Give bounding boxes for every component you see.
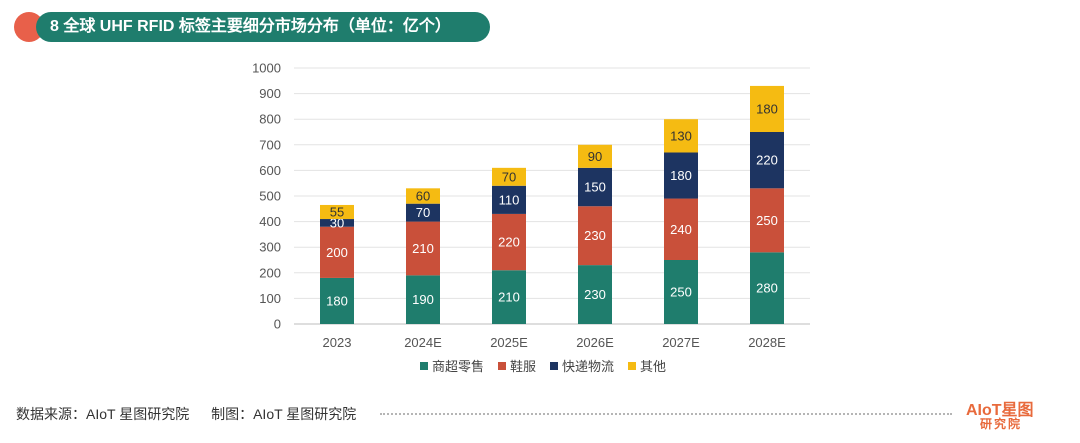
data-label: 200 bbox=[326, 245, 348, 260]
y-tick-label: 600 bbox=[259, 163, 281, 178]
bar-segment bbox=[664, 152, 698, 199]
bar-segment bbox=[320, 204, 354, 220]
data-label: 110 bbox=[499, 192, 520, 207]
y-tick-label: 400 bbox=[259, 214, 281, 229]
bar-segment bbox=[492, 270, 526, 324]
logo-text-bottom: 研究院 bbox=[980, 417, 1023, 431]
data-label: 230 bbox=[584, 287, 606, 302]
bar-segment bbox=[664, 198, 698, 260]
legend-label: 快递物流 bbox=[562, 359, 614, 374]
bar-segment bbox=[578, 206, 612, 266]
x-tick-label: 2028E bbox=[748, 335, 786, 350]
data-label: 220 bbox=[498, 235, 520, 250]
data-label: 180 bbox=[326, 293, 348, 308]
bar-segment bbox=[492, 185, 526, 214]
maker-note: 制图：AIoT 星图研究院 bbox=[211, 406, 357, 422]
bar-segment bbox=[320, 219, 354, 227]
bar-segment bbox=[750, 252, 784, 324]
bar-segment bbox=[406, 203, 440, 222]
data-label: 30 bbox=[330, 215, 344, 230]
legend-label: 商超零售 bbox=[432, 359, 484, 374]
footer-divider bbox=[380, 413, 952, 415]
data-label: 210 bbox=[498, 290, 520, 305]
data-label: 70 bbox=[416, 205, 430, 220]
bar-segment bbox=[750, 85, 784, 132]
data-label: 240 bbox=[670, 222, 692, 237]
y-tick-label: 0 bbox=[274, 317, 281, 332]
data-label: 230 bbox=[584, 228, 606, 243]
logo-text-top: AIoT星图 bbox=[966, 402, 1034, 419]
data-label: 60 bbox=[416, 189, 430, 204]
bar-segment bbox=[578, 167, 612, 207]
x-tick-label: 2023 bbox=[323, 335, 352, 350]
data-label: 280 bbox=[756, 281, 778, 296]
bar-segment bbox=[492, 213, 526, 271]
x-tick-label: 2026E bbox=[576, 335, 614, 350]
data-label: 90 bbox=[588, 149, 602, 164]
y-tick-label: 500 bbox=[259, 189, 281, 204]
data-label: 250 bbox=[670, 285, 692, 300]
data-label: 210 bbox=[412, 241, 434, 256]
legend-swatch bbox=[420, 362, 428, 370]
bar-segment bbox=[320, 277, 354, 324]
bar-segment bbox=[664, 119, 698, 153]
y-tick-label: 800 bbox=[259, 112, 281, 127]
legend-swatch bbox=[628, 362, 636, 370]
x-tick-label: 2027E bbox=[662, 335, 700, 350]
x-tick-label: 2024E bbox=[404, 335, 442, 350]
data-label: 55 bbox=[330, 205, 344, 220]
legend-label: 鞋服 bbox=[510, 359, 536, 374]
bar-segment bbox=[750, 132, 784, 189]
data-label: 70 bbox=[502, 169, 516, 184]
chart-title: 8 全球 UHF RFID 标签主要细分市场分布（单位：亿个） bbox=[36, 12, 490, 42]
data-label: 190 bbox=[412, 292, 434, 307]
bar-segment bbox=[406, 275, 440, 324]
data-label: 150 bbox=[584, 180, 606, 195]
footer: 数据来源：AIoT 星图研究院 制图：AIoT 星图研究院 bbox=[16, 404, 374, 424]
bar-segment bbox=[750, 188, 784, 253]
data-label: 220 bbox=[756, 153, 778, 168]
bar-segment bbox=[664, 260, 698, 324]
bar-segment bbox=[578, 265, 612, 324]
legend-swatch bbox=[498, 362, 506, 370]
legend-swatch bbox=[550, 362, 558, 370]
bar-segment bbox=[406, 221, 440, 276]
data-label: 130 bbox=[670, 128, 692, 143]
data-label: 250 bbox=[756, 213, 778, 228]
bar-segment bbox=[492, 167, 526, 186]
data-label: 180 bbox=[670, 168, 692, 183]
bar-segment bbox=[578, 144, 612, 168]
y-tick-label: 200 bbox=[259, 265, 281, 280]
y-tick-label: 900 bbox=[259, 86, 281, 101]
bar-segment bbox=[406, 188, 440, 204]
x-tick-label: 2025E bbox=[490, 335, 528, 350]
legend-label: 其他 bbox=[640, 359, 666, 374]
source-note: 数据来源：AIoT 星图研究院 bbox=[16, 406, 190, 422]
y-tick-label: 1000 bbox=[252, 61, 281, 76]
y-tick-label: 700 bbox=[259, 137, 281, 152]
title-bar: 8 全球 UHF RFID 标签主要细分市场分布（单位：亿个） bbox=[14, 12, 490, 42]
aiot-logo: AIoT星图 研究院 bbox=[966, 396, 1046, 436]
y-tick-label: 300 bbox=[259, 240, 281, 255]
bar-segment bbox=[320, 226, 354, 278]
y-tick-label: 100 bbox=[259, 291, 281, 306]
data-label: 180 bbox=[756, 101, 778, 116]
